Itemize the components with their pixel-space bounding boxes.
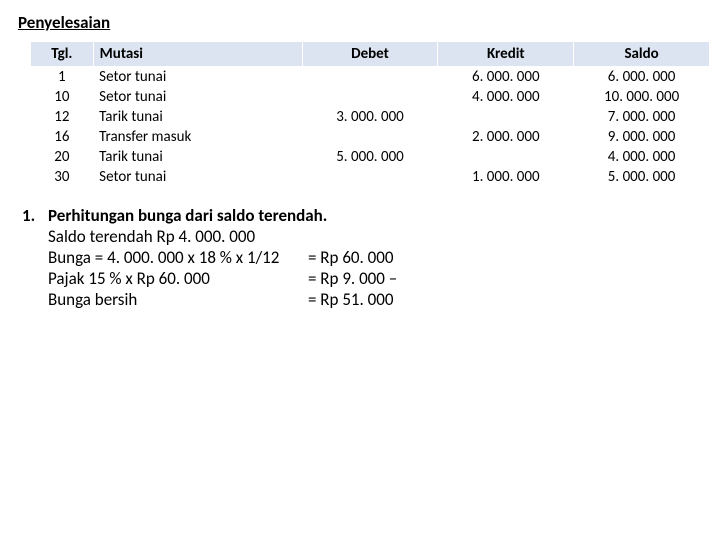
cell-kredit: 4. 000. 000 <box>438 87 574 107</box>
cell-tgl: 20 <box>31 147 94 167</box>
calc-right: = Rp 51. 000 <box>308 289 468 310</box>
cell-saldo: 10. 000. 000 <box>574 87 710 107</box>
table-row: 16 Transfer masuk 2. 000. 000 9. 000. 00… <box>31 127 710 147</box>
cell-kredit <box>438 147 574 167</box>
cell-mutasi: Tarik tunai <box>93 107 302 127</box>
notes-section: 1. Perhitungan bunga dari saldo terendah… <box>22 205 702 310</box>
header-debet: Debet <box>302 42 438 67</box>
cell-saldo: 6. 000. 000 <box>574 67 710 88</box>
cell-mutasi: Setor tunai <box>93 87 302 107</box>
notes-number: 1. <box>22 205 48 310</box>
cell-debet: 5. 000. 000 <box>302 147 438 167</box>
cell-debet <box>302 127 438 147</box>
table-row: 30 Setor tunai 1. 000. 000 5. 000. 000 <box>31 167 710 187</box>
calc-left: Bunga bersih <box>48 289 308 310</box>
cell-debet <box>302 67 438 88</box>
cell-kredit: 2. 000. 000 <box>438 127 574 147</box>
table-row: 20 Tarik tunai 5. 000. 000 4. 000. 000 <box>31 147 710 167</box>
calc-row: Bunga = 4. 000. 000 x 18 % x 1/12 = Rp 6… <box>48 247 702 268</box>
table-header-row: Tgl. Mutasi Debet Kredit Saldo <box>31 42 710 67</box>
cell-kredit: 6. 000. 000 <box>438 67 574 88</box>
cell-kredit <box>438 107 574 127</box>
table-row: 12 Tarik tunai 3. 000. 000 7. 000. 000 <box>31 107 710 127</box>
ledger-table: Tgl. Mutasi Debet Kredit Saldo 1 Setor t… <box>30 41 710 187</box>
table-row: 10 Setor tunai 4. 000. 000 10. 000. 000 <box>31 87 710 107</box>
cell-debet <box>302 167 438 187</box>
header-tgl: Tgl. <box>31 42 94 67</box>
cell-mutasi: Transfer masuk <box>93 127 302 147</box>
notes-heading: Perhitungan bunga dari saldo terendah. <box>48 205 702 226</box>
cell-kredit: 1. 000. 000 <box>438 167 574 187</box>
cell-tgl: 10 <box>31 87 94 107</box>
cell-debet: 3. 000. 000 <box>302 107 438 127</box>
calc-right: = Rp 60. 000 <box>308 247 468 268</box>
cell-saldo: 4. 000. 000 <box>574 147 710 167</box>
header-kredit: Kredit <box>438 42 574 67</box>
calc-left: Pajak 15 % x Rp 60. 000 <box>48 268 308 289</box>
calc-row: Bunga bersih = Rp 51. 000 <box>48 289 702 310</box>
cell-saldo: 5. 000. 000 <box>574 167 710 187</box>
cell-mutasi: Tarik tunai <box>93 147 302 167</box>
cell-tgl: 16 <box>31 127 94 147</box>
cell-tgl: 12 <box>31 107 94 127</box>
header-mutasi: Mutasi <box>93 42 302 67</box>
cell-tgl: 1 <box>31 67 94 88</box>
cell-saldo: 7. 000. 000 <box>574 107 710 127</box>
cell-mutasi: Setor tunai <box>93 67 302 88</box>
page-title: Penyelesaian <box>18 12 702 33</box>
notes-line: Saldo terendah Rp 4. 000. 000 <box>48 226 702 247</box>
cell-debet <box>302 87 438 107</box>
calc-left: Bunga = 4. 000. 000 x 18 % x 1/12 <box>48 247 308 268</box>
calc-right: = Rp 9. 000 – <box>308 268 468 289</box>
calc-row: Pajak 15 % x Rp 60. 000 = Rp 9. 000 – <box>48 268 702 289</box>
table-row: 1 Setor tunai 6. 000. 000 6. 000. 000 <box>31 67 710 88</box>
cell-mutasi: Setor tunai <box>93 167 302 187</box>
cell-tgl: 30 <box>31 167 94 187</box>
header-saldo: Saldo <box>574 42 710 67</box>
cell-saldo: 9. 000. 000 <box>574 127 710 147</box>
